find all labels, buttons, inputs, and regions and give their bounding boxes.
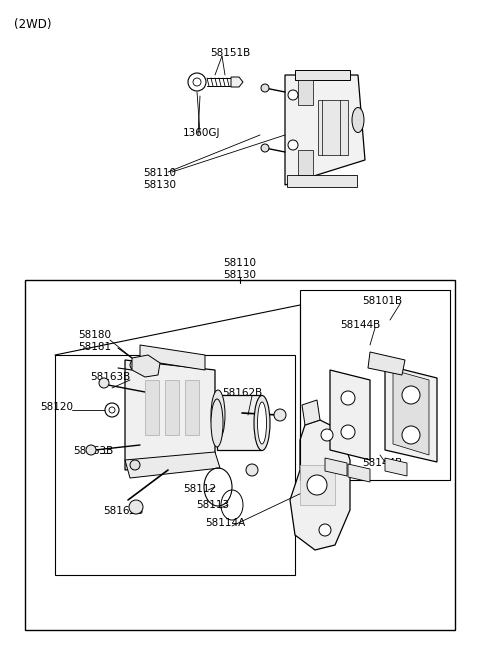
Circle shape [321, 429, 333, 441]
Polygon shape [125, 360, 215, 470]
Polygon shape [125, 452, 220, 478]
Circle shape [261, 144, 269, 152]
Text: 58151B: 58151B [210, 48, 250, 58]
Polygon shape [348, 464, 370, 482]
Text: 58163B: 58163B [90, 372, 130, 382]
Circle shape [109, 407, 115, 413]
Ellipse shape [254, 396, 270, 451]
Polygon shape [385, 458, 407, 476]
Text: 58113: 58113 [196, 500, 229, 510]
Bar [55, 355, 295, 575]
Bar [185, 380, 199, 435]
Text: 58180: 58180 [78, 330, 111, 340]
Text: 58163B: 58163B [73, 446, 113, 456]
Ellipse shape [257, 402, 266, 444]
Text: (2WD): (2WD) [14, 18, 52, 31]
Circle shape [193, 78, 201, 86]
Polygon shape [132, 355, 160, 377]
Bar [318, 100, 348, 155]
Text: 58130: 58130 [143, 180, 176, 190]
Circle shape [341, 391, 355, 405]
Bar [25, 280, 455, 630]
Circle shape [130, 460, 140, 470]
Bar [300, 290, 450, 480]
Bar [298, 80, 313, 105]
Circle shape [274, 409, 286, 421]
Circle shape [307, 475, 327, 495]
Polygon shape [385, 365, 437, 462]
Text: 58114A: 58114A [205, 518, 245, 528]
Circle shape [341, 425, 355, 439]
Text: 58110: 58110 [224, 258, 256, 268]
Circle shape [246, 464, 258, 476]
Text: 58144B: 58144B [362, 458, 402, 468]
Text: 58110: 58110 [143, 168, 176, 178]
Circle shape [99, 378, 109, 388]
Circle shape [129, 500, 143, 514]
Bar [217, 395, 262, 450]
Circle shape [319, 524, 331, 536]
Polygon shape [393, 370, 429, 455]
Text: 58144B: 58144B [340, 320, 380, 330]
Circle shape [188, 73, 206, 91]
Text: 58120: 58120 [40, 402, 73, 412]
Circle shape [261, 84, 269, 92]
Bar [287, 175, 357, 187]
Circle shape [288, 140, 298, 150]
Text: 58112: 58112 [183, 484, 216, 494]
Ellipse shape [211, 390, 225, 440]
Polygon shape [302, 400, 320, 425]
Circle shape [288, 90, 298, 100]
Text: 58101B: 58101B [362, 296, 402, 306]
Text: 58181: 58181 [78, 342, 111, 352]
Polygon shape [285, 75, 365, 185]
Text: 1360GJ: 1360GJ [183, 128, 220, 138]
Polygon shape [290, 420, 350, 550]
Polygon shape [231, 77, 243, 87]
Bar [295, 70, 350, 80]
Circle shape [130, 360, 140, 370]
Polygon shape [330, 370, 370, 460]
Circle shape [86, 445, 96, 455]
Polygon shape [368, 352, 405, 375]
Bar [145, 380, 159, 435]
Bar [300, 465, 335, 505]
Ellipse shape [352, 108, 364, 133]
Bar [298, 150, 313, 175]
Polygon shape [325, 458, 347, 476]
Bar [165, 380, 179, 435]
Text: 58130: 58130 [224, 270, 256, 280]
Circle shape [402, 386, 420, 404]
Text: 58161B: 58161B [103, 506, 143, 516]
Circle shape [105, 403, 119, 417]
Polygon shape [140, 345, 205, 370]
Ellipse shape [211, 399, 223, 447]
Text: 58162B: 58162B [222, 388, 262, 398]
Circle shape [402, 426, 420, 444]
